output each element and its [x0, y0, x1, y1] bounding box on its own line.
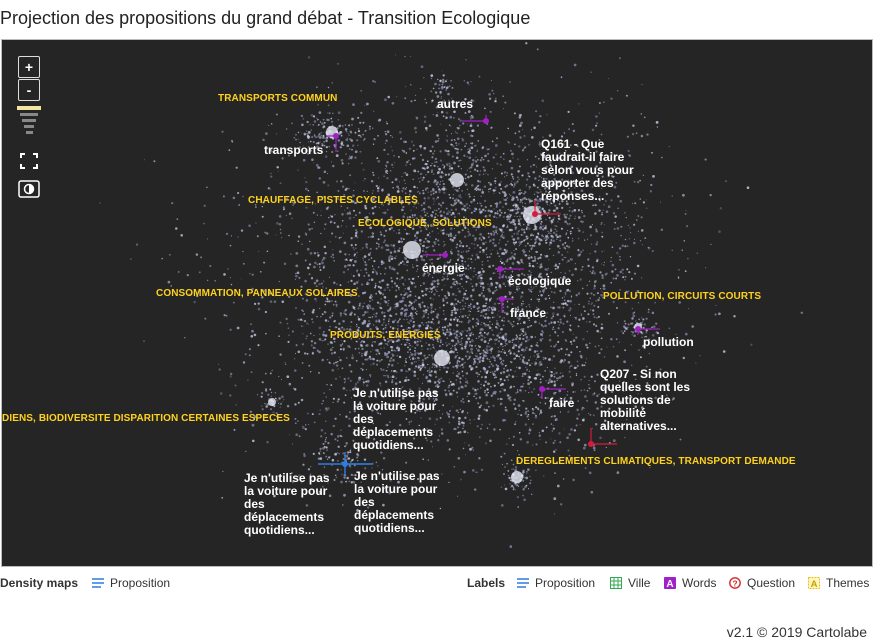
- point-cloud: [99, 42, 803, 548]
- fullscreen-icon[interactable]: [20, 153, 38, 169]
- question-marker: [588, 428, 617, 447]
- legend-label: Themes: [826, 576, 870, 590]
- word-label[interactable]: france: [510, 306, 547, 320]
- selected-crosshair: [318, 452, 372, 476]
- labels-proposition-toggle[interactable]: Proposition: [517, 576, 595, 590]
- theme-label[interactable]: POLLUTION, CIRCUITS COURTS: [603, 291, 762, 302]
- labels-question-toggle[interactable]: ? Question: [729, 576, 795, 590]
- theme-label[interactable]: PRODUITS, ENERGIES: [330, 330, 441, 341]
- word-label[interactable]: autres: [437, 97, 474, 111]
- zoom-out-button[interactable]: -: [18, 79, 40, 101]
- legend-label: Proposition: [535, 576, 596, 590]
- proposition-label[interactable]: Q207 - Si non quelles sont les solutions…: [600, 367, 691, 433]
- contrast-toggle-icon[interactable]: [18, 180, 40, 198]
- word-marker: [499, 296, 514, 313]
- word-marker: [635, 326, 660, 335]
- legend-label: Words: [682, 576, 717, 590]
- proposition-label[interactable]: Q161 - Que faudrait-il faire selon vous …: [541, 137, 634, 203]
- zoom-in-button[interactable]: +: [18, 56, 40, 78]
- word-label[interactable]: écologique: [508, 274, 572, 288]
- version-footer: v2.1 © 2019 Cartolabe: [726, 624, 867, 640]
- letter-a-box-icon: A: [808, 577, 820, 589]
- proposition-label[interactable]: Je n'utilise pas la voiture pour des dép…: [353, 386, 439, 452]
- question-circle-icon: ?: [729, 577, 741, 589]
- word-label[interactable]: pollution: [643, 335, 694, 349]
- word-label[interactable]: transports: [264, 143, 324, 157]
- lines-icon: [92, 578, 104, 588]
- word-marker: [326, 133, 339, 152]
- theme-label[interactable]: ECOLOGIQUE, SOLUTIONS: [358, 218, 492, 229]
- question-marker: [532, 200, 561, 217]
- theme-label[interactable]: DIENS, BIODIVERSITE DISPARITION CERTAINE…: [2, 413, 290, 424]
- map-canvas[interactable]: + - TRANSPORTS COMMUN CHAUFFAGE, PISTES …: [1, 39, 873, 567]
- grid-icon: [610, 577, 622, 589]
- legend-bar: Density maps Proposition Labels Proposit…: [0, 573, 873, 595]
- legend-label: Proposition: [110, 576, 171, 590]
- word-marker: [423, 252, 448, 258]
- page-title: Projection des propositions du grand déb…: [0, 8, 531, 28]
- theme-label[interactable]: TRANSPORTS COMMUN: [218, 93, 338, 104]
- theme-label[interactable]: CONSOMMATION, PANNEAUX SOLAIRES: [156, 288, 358, 299]
- word-marker: [539, 386, 566, 399]
- labels-words-toggle[interactable]: A Words: [664, 576, 716, 590]
- legend-label: Ville: [628, 576, 651, 590]
- word-marker: [497, 266, 524, 279]
- word-marker: [462, 115, 489, 124]
- legend-label: Question: [747, 576, 796, 590]
- letter-a-icon: A: [664, 577, 676, 589]
- labels-heading: Labels: [467, 576, 506, 590]
- word-label[interactable]: énergie: [422, 261, 465, 275]
- word-label[interactable]: faire: [549, 396, 575, 410]
- lines-icon: [517, 578, 529, 588]
- density-level-slider[interactable]: [16, 106, 42, 146]
- density-maps-heading: Density maps: [0, 576, 79, 590]
- labels-ville-toggle[interactable]: Ville: [610, 576, 650, 590]
- density-proposition-toggle[interactable]: Proposition: [92, 576, 170, 590]
- labels-themes-toggle[interactable]: A Themes: [808, 576, 869, 590]
- theme-label[interactable]: CHAUFFAGE, PISTES CYCLABLES: [248, 195, 418, 206]
- proposition-label[interactable]: Je n'utilise pas la voiture pour des dép…: [354, 469, 440, 535]
- theme-label[interactable]: DEREGLEMENTS CLIMATIQUES, TRANSPORT DEMA…: [516, 456, 796, 467]
- density-points: [99, 42, 803, 548]
- proposition-label[interactable]: Je n'utilise pas la voiture pour des dép…: [244, 471, 330, 537]
